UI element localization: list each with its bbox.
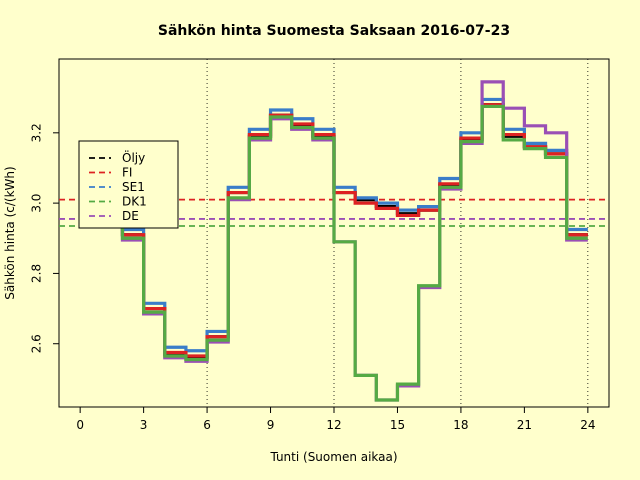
y-axis: 2.6 2.8 3.0 3.2	[30, 123, 59, 353]
series-lines	[80, 80, 588, 402]
x-tick-label: 15	[390, 418, 405, 432]
x-tick-label: 18	[453, 418, 468, 432]
x-tick-label: 6	[203, 418, 211, 432]
legend-box	[78, 140, 179, 229]
y-tick-label: 2.6	[30, 334, 44, 353]
x-axis-label: Tunti (Suomen aikaa)	[269, 450, 397, 464]
legend-label-0: Öljy	[122, 149, 145, 165]
legend-label-2: SE1	[122, 180, 145, 194]
x-tick-label: 12	[326, 418, 341, 432]
legend-label-1: FI	[122, 166, 132, 180]
y-tick-label: 3.0	[30, 194, 44, 213]
x-tick-label: 0	[76, 418, 84, 432]
vertical-gridlines	[206, 59, 589, 407]
x-tick-label: 9	[267, 418, 275, 432]
series-line-4	[80, 104, 588, 402]
x-tick-label: 3	[140, 418, 148, 432]
x-tick-label: 24	[580, 418, 595, 432]
y-tick-label: 3.2	[30, 123, 44, 142]
legend-label-4: DE	[122, 209, 139, 223]
x-axis: 0 3 6 9 12 15 18 21 24	[76, 407, 595, 432]
y-axis-label: Sähkön hinta (c/(kWh)	[3, 166, 17, 299]
legend-label-3: DK1	[122, 195, 147, 209]
y-tick-label: 2.8	[30, 264, 44, 283]
x-tick-label: 21	[517, 418, 532, 432]
chart-title: Sähkön hinta Suomesta Saksaan 2016-07-23	[158, 23, 510, 39]
